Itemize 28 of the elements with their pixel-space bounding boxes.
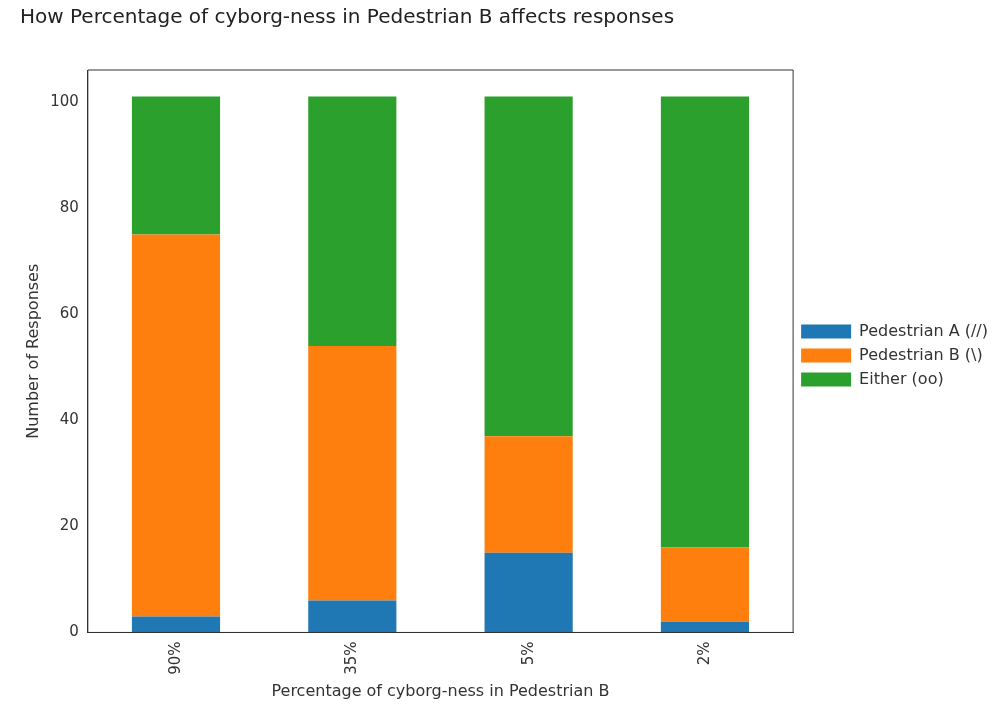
bar [660, 547, 750, 622]
bar [131, 96, 221, 235]
y-tick-label: 80 [59, 197, 79, 216]
x-tick-label: 90% [165, 641, 184, 675]
bar [484, 96, 573, 437]
y-axis-title: Number of Responses [22, 263, 42, 439]
x-axis-title: Percentage of cyborg-ness in Pedestrian B [271, 680, 610, 700]
bar [308, 600, 397, 633]
bar [308, 96, 397, 346]
legend-label: Pedestrian B (\) [859, 344, 983, 364]
y-tick-label: 20 [59, 516, 79, 535]
y-tick-label: 0 [69, 622, 79, 641]
bar [308, 345, 397, 601]
bar [660, 621, 750, 633]
legend-label: Either (oo) [859, 368, 944, 388]
x-tick-label: 5% [518, 641, 537, 666]
x-tick-label: 35% [342, 641, 361, 675]
bar [131, 616, 221, 633]
y-tick-label: 60 [59, 303, 79, 322]
bar [484, 436, 573, 553]
x-tick-label: 2% [694, 641, 713, 666]
bar [131, 234, 221, 617]
y-tick-label: 100 [50, 91, 79, 110]
bar [660, 96, 750, 548]
y-tick-label: 40 [59, 410, 79, 429]
chart-title: How Percentage of cyborg-ness in Pedestrian B affects responses [20, 4, 675, 29]
legend-label: Pedestrian A (//) [859, 320, 989, 340]
bar [484, 552, 573, 633]
